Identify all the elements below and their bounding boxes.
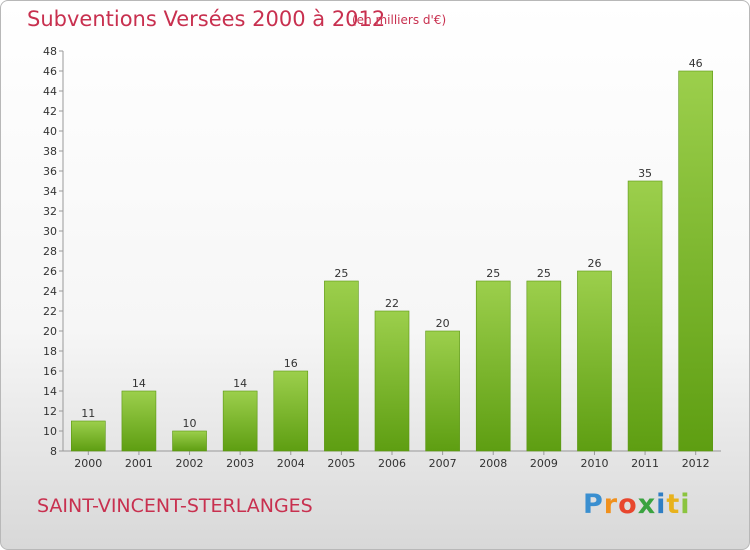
bar-2002 <box>172 430 207 452</box>
y-tick-label: 14 <box>43 385 57 398</box>
data-label-2010: 26 <box>587 257 601 270</box>
x-tick-label-2007: 2007 <box>429 457 457 470</box>
data-label-2008: 25 <box>486 267 500 280</box>
bar-2001 <box>121 390 157 452</box>
x-tick-label-2012: 2012 <box>682 457 710 470</box>
bar-2012 <box>678 70 713 452</box>
x-tick-label-2008: 2008 <box>479 457 507 470</box>
bar-2006 <box>374 310 410 452</box>
unit-note: (en milliers d'€) <box>352 13 447 27</box>
logo-letter: r <box>603 489 619 520</box>
x-tick-label-2011: 2011 <box>631 457 659 470</box>
y-tick-label: 30 <box>43 225 57 238</box>
data-label-2009: 25 <box>537 267 551 280</box>
y-tick-label: 48 <box>43 45 57 58</box>
logo-letter: i <box>656 489 667 520</box>
bar-2011 <box>627 180 663 452</box>
x-tick-label-2009: 2009 <box>530 457 558 470</box>
y-tick-label: 16 <box>43 365 57 378</box>
y-tick-label: 44 <box>43 85 57 98</box>
data-label-2011: 35 <box>638 167 652 180</box>
chart-title: Subventions Versées 2000 à 2012 <box>27 7 386 31</box>
data-label-2006: 22 <box>385 297 399 310</box>
y-tick-label: 34 <box>43 185 57 198</box>
bar-2003 <box>222 390 258 452</box>
bar-2005 <box>324 280 359 452</box>
data-label-2000: 11 <box>81 407 95 420</box>
bar-2008 <box>475 280 511 452</box>
x-tick-label-2001: 2001 <box>125 457 153 470</box>
x-tick-label-2000: 2000 <box>74 457 102 470</box>
y-tick-label: 8 <box>50 445 57 458</box>
y-tick-label: 36 <box>43 165 57 178</box>
y-tick-label: 12 <box>43 405 57 418</box>
y-tick-label: 28 <box>43 245 57 258</box>
x-tick-label-2005: 2005 <box>327 457 355 470</box>
logo-letter: x <box>637 489 657 520</box>
data-label-2004: 16 <box>284 357 298 370</box>
x-tick-label-2010: 2010 <box>580 457 608 470</box>
x-tick-label-2006: 2006 <box>378 457 406 470</box>
y-tick-label: 40 <box>43 125 57 138</box>
y-tick-label: 38 <box>43 145 57 158</box>
data-label-2003: 14 <box>233 377 247 390</box>
data-label-2007: 20 <box>436 317 450 330</box>
y-tick-label: 32 <box>43 205 57 218</box>
proxiti-logo: Proxiti <box>583 489 691 520</box>
y-tick-label: 46 <box>43 65 57 78</box>
data-label-2002: 10 <box>183 417 197 430</box>
y-tick-label: 18 <box>43 345 57 358</box>
y-tick-label: 20 <box>43 325 57 338</box>
x-tick-label-2003: 2003 <box>226 457 254 470</box>
y-tick-label: 26 <box>43 265 57 278</box>
y-tick-label: 24 <box>43 285 57 298</box>
bar-2010 <box>577 270 612 452</box>
x-tick-label-2002: 2002 <box>176 457 204 470</box>
y-tick-label: 22 <box>43 305 57 318</box>
logo-letter: o <box>618 489 638 520</box>
bar-2009 <box>526 280 562 452</box>
y-tick-label: 10 <box>43 425 57 438</box>
y-tick-label: 42 <box>43 105 57 118</box>
data-label-2012: 46 <box>689 57 703 70</box>
data-label-2001: 14 <box>132 377 146 390</box>
x-tick-label-2004: 2004 <box>277 457 305 470</box>
data-label-2005: 25 <box>334 267 348 280</box>
commune-name: SAINT-VINCENT-STERLANGES <box>37 495 313 517</box>
logo-letter: P <box>583 489 604 520</box>
bar-2004 <box>273 370 309 452</box>
logo-letter: i <box>680 489 691 520</box>
bar-2007 <box>425 330 460 452</box>
logo-letter: t <box>666 489 681 520</box>
bar-2000 <box>71 420 106 452</box>
